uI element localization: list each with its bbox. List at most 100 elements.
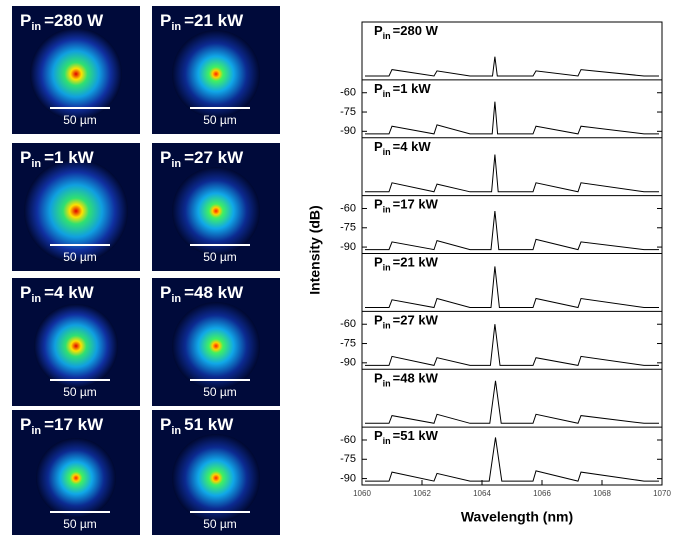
label-subscript: in xyxy=(383,31,391,41)
image-label: Pin =21 kW xyxy=(160,11,244,32)
label-power: =21 kW xyxy=(393,255,439,270)
label-symbol: P xyxy=(374,255,383,270)
label-subscript: in xyxy=(383,205,391,215)
y-tick-label: -75 xyxy=(340,453,356,465)
x-tick-label: 1070 xyxy=(653,489,671,498)
y-tick-label: -60 xyxy=(340,318,356,330)
spectrum-line xyxy=(365,380,659,424)
panel-label: Pin =4 kW xyxy=(374,139,431,157)
label-subscript: in xyxy=(171,425,181,437)
x-tick-label: 1064 xyxy=(473,489,491,498)
label-power: =21 kW xyxy=(184,11,244,30)
y-tick-label: -75 xyxy=(340,222,356,234)
label-power: =1 kW xyxy=(393,81,432,96)
y-tick-label: -60 xyxy=(340,434,356,446)
label-subscript: in xyxy=(31,21,41,33)
label-power: =280 W xyxy=(393,23,439,38)
x-tick-label: 1066 xyxy=(533,489,551,498)
panel-label: Pin =48 kW xyxy=(374,371,439,389)
beam-image: Pin 51 kW 50 µm xyxy=(152,410,280,538)
image-label: Pin =280 W xyxy=(20,11,104,32)
scale-label: 50 µm xyxy=(203,250,237,264)
x-tick-label: 1062 xyxy=(413,489,431,498)
panel-label: Pin =1 kW xyxy=(374,81,431,99)
beam-spot xyxy=(24,159,128,263)
scale-label: 50 µm xyxy=(203,517,237,531)
spectrum-line xyxy=(365,154,659,193)
label-symbol: P xyxy=(374,139,383,154)
panel-label: Pin =51 kW xyxy=(374,429,439,447)
y-tick-label: -90 xyxy=(340,472,356,484)
panel-label: Pin =21 kW xyxy=(374,255,439,273)
label-power: =51 kW xyxy=(393,429,439,444)
label-subscript: in xyxy=(171,293,181,305)
beam-image: Pin =27 kW 50 µm xyxy=(152,143,280,271)
label-symbol: P xyxy=(20,148,31,167)
label-power: =4 kW xyxy=(393,139,432,154)
y-tick-label: -90 xyxy=(340,357,356,369)
label-symbol: P xyxy=(160,148,171,167)
label-symbol: P xyxy=(374,197,383,212)
label-subscript: in xyxy=(383,321,391,331)
beam-image: Pin =21 kW 50 µm xyxy=(152,6,280,134)
label-power: =48 kW xyxy=(184,283,244,302)
label-symbol: P xyxy=(160,415,171,434)
beam-spot xyxy=(172,434,260,522)
image-label: Pin 51 kW xyxy=(160,415,234,436)
y-tick-label: -60 xyxy=(340,202,356,214)
label-subscript: in xyxy=(383,147,391,157)
scale-label: 50 µm xyxy=(63,517,97,531)
beam-spot xyxy=(36,438,116,518)
label-symbol: P xyxy=(374,81,383,96)
label-power: =27 kW xyxy=(184,148,244,167)
label-power: =27 kW xyxy=(393,313,439,328)
y-axis-label: Intensity (dB) xyxy=(307,205,323,294)
beam-image: Pin =1 kW 50 µm xyxy=(12,143,140,271)
spectrum-line xyxy=(365,101,659,135)
y-tick-label: -90 xyxy=(340,241,356,253)
label-symbol: P xyxy=(374,313,383,328)
label-power: =4 kW xyxy=(44,283,95,302)
y-tick-label: -90 xyxy=(340,125,356,137)
scale-label: 50 µm xyxy=(203,113,237,127)
label-subscript: in xyxy=(383,379,391,389)
x-tick-label: 1060 xyxy=(353,489,371,498)
image-label: Pin =4 kW xyxy=(20,283,95,304)
label-symbol: P xyxy=(160,283,171,302)
scale-label: 50 µm xyxy=(63,385,97,399)
label-subscript: in xyxy=(171,21,181,33)
label-power: =1 kW xyxy=(44,148,95,167)
label-power: 51 kW xyxy=(184,415,234,434)
scale-label: 50 µm xyxy=(63,250,97,264)
spectrum-line xyxy=(365,324,659,366)
beam-image: Pin =48 kW 50 µm xyxy=(152,278,280,406)
image-label: Pin =17 kW xyxy=(20,415,104,436)
label-subscript: in xyxy=(31,425,41,437)
label-symbol: P xyxy=(20,283,31,302)
panel-label: Pin =27 kW xyxy=(374,313,439,331)
x-axis-label: Wavelength (nm) xyxy=(461,509,573,525)
beam-image: Pin =280 W 50 µm xyxy=(12,6,140,134)
image-label: Pin =48 kW xyxy=(160,283,244,304)
label-power: =17 kW xyxy=(44,415,104,434)
y-tick-label: -75 xyxy=(340,106,356,118)
scale-label: 50 µm xyxy=(203,385,237,399)
spectrum-line xyxy=(365,56,659,77)
beam-spot xyxy=(172,302,260,390)
image-label: Pin =1 kW xyxy=(20,148,95,169)
label-symbol: P xyxy=(374,371,383,386)
beam-spot xyxy=(172,167,260,255)
scale-label: 50 µm xyxy=(63,113,97,127)
label-symbol: P xyxy=(20,415,31,434)
spectrum-line xyxy=(365,437,659,482)
label-power: =280 W xyxy=(44,11,104,30)
image-label: Pin =27 kW xyxy=(160,148,244,169)
y-tick-label: -75 xyxy=(340,337,356,349)
label-subscript: in xyxy=(383,263,391,273)
spectrum-line xyxy=(365,211,659,251)
label-symbol: P xyxy=(160,11,171,30)
label-symbol: P xyxy=(374,23,383,38)
